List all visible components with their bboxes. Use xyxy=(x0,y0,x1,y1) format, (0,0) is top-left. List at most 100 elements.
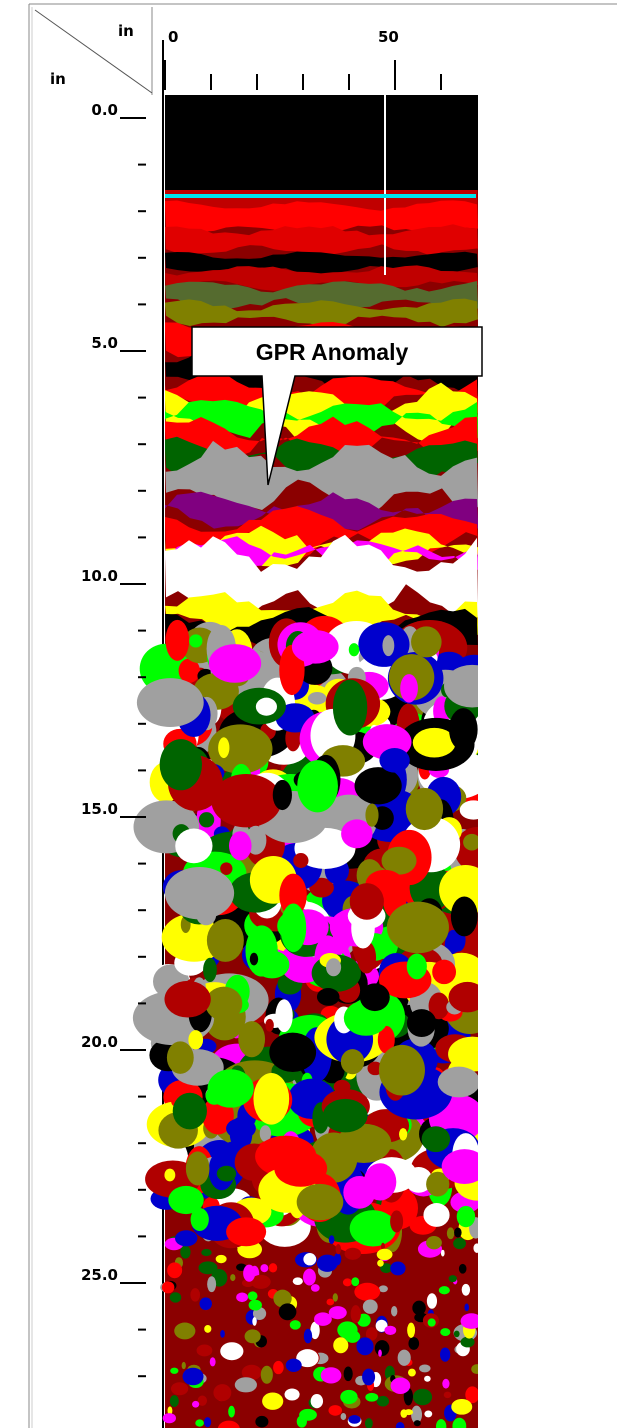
scan-blob xyxy=(226,1217,267,1247)
scan-blob xyxy=(307,691,327,705)
scan-blob xyxy=(441,1149,488,1184)
scan-blob xyxy=(161,1281,175,1294)
scan-blob xyxy=(451,1398,473,1415)
scan-blob xyxy=(359,983,390,1012)
scan-blob xyxy=(378,1349,382,1357)
scan-blob xyxy=(234,1377,257,1393)
scan-blob xyxy=(363,1163,397,1201)
x-tick-label: 0 xyxy=(168,28,178,46)
scan-blob xyxy=(438,1286,450,1295)
scan-blob xyxy=(464,1303,470,1312)
scan-blob xyxy=(316,1254,338,1272)
scan-blob xyxy=(236,1292,248,1303)
scan-blob xyxy=(159,739,203,791)
scan-blob xyxy=(340,1049,365,1075)
scan-blob xyxy=(310,1321,320,1340)
scan-blob xyxy=(278,1303,297,1321)
scan-blob xyxy=(289,1320,301,1330)
scan-blob xyxy=(332,679,368,736)
y-tick-label: 10.0 xyxy=(81,567,118,585)
scan-blob xyxy=(379,748,410,773)
scan-blob xyxy=(201,1248,212,1257)
scan-blob xyxy=(390,1210,404,1233)
scan-blob xyxy=(280,903,307,953)
scan-band xyxy=(165,525,478,567)
scan-blob xyxy=(207,1276,217,1293)
scan-blob xyxy=(180,1245,191,1259)
y-tick-label: 0.0 xyxy=(91,101,118,119)
scan-blob xyxy=(259,1125,272,1142)
scan-blob xyxy=(381,846,417,875)
scan-blob xyxy=(296,1183,344,1221)
scan-blob xyxy=(269,1032,317,1073)
y-tick-label: 5.0 xyxy=(91,334,118,352)
scan-blob xyxy=(252,1317,257,1326)
scan-blob xyxy=(168,1185,204,1215)
scan-band xyxy=(165,265,478,291)
scan-blob xyxy=(440,1328,451,1337)
scan-blob xyxy=(378,1285,388,1293)
scan-blob xyxy=(169,1292,182,1303)
scan-blob xyxy=(208,644,262,683)
y-unit: in xyxy=(50,70,66,88)
scan-blob xyxy=(404,1409,414,1416)
scan-blob xyxy=(172,1092,207,1130)
scan-blob xyxy=(174,1322,196,1340)
scan-blob xyxy=(382,635,395,657)
scan-blob xyxy=(411,626,442,658)
scan-band xyxy=(165,399,478,439)
scan-blob xyxy=(440,1347,451,1362)
scan-blob xyxy=(208,724,273,774)
scan-blob xyxy=(335,1243,342,1255)
scan-blob xyxy=(390,1261,406,1276)
scan-blob xyxy=(244,1329,261,1344)
scan-blob xyxy=(290,1082,329,1109)
scan-blob xyxy=(375,1319,388,1332)
scan-blob xyxy=(354,1282,381,1301)
scan-blob xyxy=(399,1128,408,1141)
scan-blob xyxy=(175,1230,198,1247)
scan-blob xyxy=(253,1073,290,1125)
scan-blob xyxy=(189,634,203,648)
clip-right xyxy=(478,95,617,1428)
scan-blob xyxy=(349,1210,397,1247)
scan-blob xyxy=(238,1021,266,1058)
scan-blob xyxy=(218,737,230,759)
scan-blob xyxy=(378,1044,425,1096)
scan-blob xyxy=(356,1337,374,1356)
scan-blob xyxy=(380,1263,393,1274)
scan-blob xyxy=(181,1361,186,1370)
scan-blob xyxy=(164,1168,176,1182)
scan-blob xyxy=(364,1418,373,1428)
scan-blob xyxy=(428,992,450,1020)
scan-blob xyxy=(274,1150,328,1187)
scan-blob xyxy=(182,1367,204,1386)
scan-blob xyxy=(362,1299,378,1314)
scan-blob xyxy=(326,1298,335,1306)
scan-blob xyxy=(230,1274,236,1282)
scan-blob xyxy=(248,1299,262,1311)
scan-blob xyxy=(196,1344,213,1357)
scan-blob xyxy=(310,1394,324,1409)
axes: 0 50 0.0 5.0 10.0 15.0 20.0 25.0 xyxy=(81,28,442,1378)
y-tick-label: 25.0 xyxy=(81,1266,118,1284)
scan-blob xyxy=(198,1261,218,1275)
scan-blob xyxy=(405,787,444,831)
scan-blob xyxy=(437,1066,481,1098)
scan-blob xyxy=(249,952,259,966)
scan-blob xyxy=(303,1328,313,1344)
scan-blob xyxy=(136,678,204,727)
scan-blob xyxy=(340,1412,347,1421)
callout-box xyxy=(191,326,483,486)
scan-blob xyxy=(365,803,379,827)
scan-blob xyxy=(207,1069,254,1108)
scan-blob xyxy=(268,1263,278,1273)
scan-blob xyxy=(465,1386,480,1404)
scan-blob xyxy=(460,1313,483,1329)
scan-blob xyxy=(255,1415,269,1428)
scan-blob xyxy=(166,1041,194,1074)
scan-band xyxy=(165,491,478,533)
scan-blob xyxy=(206,918,244,962)
scan-blob xyxy=(411,1405,423,1424)
